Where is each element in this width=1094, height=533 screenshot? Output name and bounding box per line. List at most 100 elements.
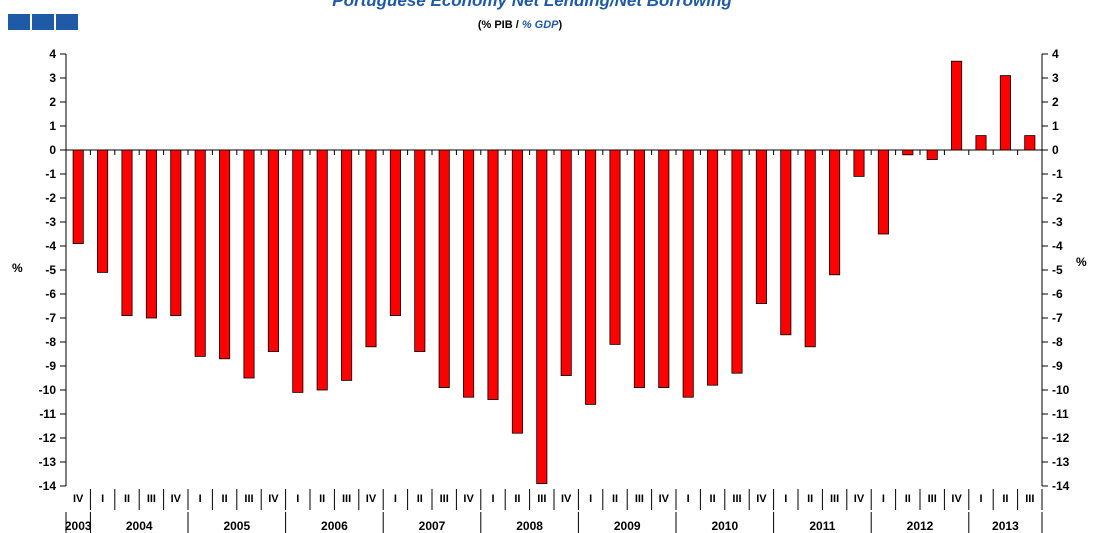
plot-area: 4 4 3 3 2 2 1 1 0 0 -1 -1 -2 -2 -3 -3 -4 -4 -5 -5 -6 -6 -7 -7 -8… xyxy=(39,47,1070,533)
logo-block xyxy=(56,14,78,30)
bar xyxy=(438,149,450,389)
quarter-label: I xyxy=(296,493,299,505)
y-tick-label-left: -8 xyxy=(45,335,56,349)
bar xyxy=(731,149,743,374)
year-label: 2003 xyxy=(65,519,92,533)
y-tick-label-left: -14 xyxy=(39,479,57,493)
bar xyxy=(829,149,841,276)
y-tick-label-right: 4 xyxy=(1052,47,1059,61)
bar xyxy=(316,149,328,391)
y-tick-label-left: -4 xyxy=(45,239,56,253)
y-tick-label-left: 1 xyxy=(49,119,56,133)
quarter-label: III xyxy=(830,493,839,505)
bar xyxy=(292,149,304,393)
subtitle-close: ) xyxy=(559,19,563,31)
bar xyxy=(487,149,499,401)
bar xyxy=(951,60,963,151)
quarter-label: II xyxy=(1002,493,1008,505)
bar xyxy=(145,149,157,319)
quarter-label: I xyxy=(882,493,885,505)
y-tick-label-left: -2 xyxy=(45,191,56,205)
y-tick-label-left: -6 xyxy=(45,287,56,301)
y-tick-label-right: -5 xyxy=(1052,263,1063,277)
bar xyxy=(975,135,987,151)
subtitle-pt: (% PIB / xyxy=(478,19,522,31)
bar xyxy=(365,149,377,348)
bar xyxy=(707,149,719,386)
y-tick-label-right: -7 xyxy=(1052,311,1063,325)
quarter-label: III xyxy=(928,493,937,505)
bar xyxy=(1024,135,1036,151)
quarter-label: IV xyxy=(854,493,865,505)
y-tick-label-right: -8 xyxy=(1052,335,1063,349)
y-tick-label-left: 2 xyxy=(49,95,56,109)
quarter-label: II xyxy=(417,493,423,505)
y-tick-label-right: -10 xyxy=(1052,383,1070,397)
bar xyxy=(658,149,670,389)
quarter-label: II xyxy=(807,493,813,505)
subtitle-en: % GDP xyxy=(522,19,559,31)
year-label: 2012 xyxy=(907,519,934,533)
year-label: 2005 xyxy=(223,519,250,533)
y-tick-label-right: 1 xyxy=(1052,119,1059,133)
y-tick-label-right: 0 xyxy=(1052,143,1059,157)
y-tick-label-right: -14 xyxy=(1052,479,1070,493)
logo-block xyxy=(8,14,30,30)
logo xyxy=(8,14,78,30)
quarter-label: III xyxy=(732,493,741,505)
year-label: 2009 xyxy=(614,519,641,533)
bar xyxy=(463,149,475,398)
bar xyxy=(853,149,865,177)
quarter-label: II xyxy=(319,493,325,505)
quarter-label: IV xyxy=(366,493,377,505)
quarter-label: II xyxy=(124,493,130,505)
bar xyxy=(511,149,523,434)
quarter-label: III xyxy=(440,493,449,505)
bar xyxy=(902,149,914,156)
quarter-label: II xyxy=(905,493,911,505)
y-tick-label-right: -12 xyxy=(1052,431,1070,445)
quarter-label: I xyxy=(687,493,690,505)
quarter-label: III xyxy=(244,493,253,505)
y-tick-label-right: 2 xyxy=(1052,95,1059,109)
quarter-label: III xyxy=(1025,493,1034,505)
year-label: 2006 xyxy=(321,519,348,533)
y-tick-label-right: -1 xyxy=(1052,167,1063,181)
y-tick-label-left: -10 xyxy=(39,383,57,397)
quarter-label: III xyxy=(342,493,351,505)
bar xyxy=(219,149,231,360)
y-tick-label-left: 3 xyxy=(49,71,56,85)
bar xyxy=(121,149,133,317)
quarter-label: IV xyxy=(463,493,474,505)
y-tick-label-left: -12 xyxy=(39,431,57,445)
y-tick-label-right: -11 xyxy=(1052,407,1069,421)
y-tick-label-right: -13 xyxy=(1052,455,1070,469)
bar xyxy=(926,149,938,161)
quarter-label: II xyxy=(710,493,716,505)
logo-block xyxy=(32,14,54,30)
y-tick-label-right: -4 xyxy=(1052,239,1063,253)
bar xyxy=(267,149,279,353)
quarter-label: IV xyxy=(659,493,670,505)
y-tick-label-left: -1 xyxy=(45,167,56,181)
bar xyxy=(341,149,353,381)
y-tick-label-left: -9 xyxy=(45,359,56,373)
y-tick-label-right: -3 xyxy=(1052,215,1063,229)
bar xyxy=(72,149,84,244)
quarter-label: IV xyxy=(171,493,182,505)
y-axis-label-right: % xyxy=(1076,255,1087,269)
quarter-label: III xyxy=(537,493,546,505)
bar xyxy=(194,149,206,357)
quarter-label: IV xyxy=(73,493,84,505)
quarter-label: I xyxy=(101,493,104,505)
bar xyxy=(243,149,255,379)
year-label: 2004 xyxy=(126,519,153,533)
quarter-label: III xyxy=(635,493,644,505)
year-label: 2011 xyxy=(809,519,835,533)
y-tick-label-left: -7 xyxy=(45,311,56,325)
y-tick-label-left: 4 xyxy=(49,47,56,61)
bar xyxy=(585,149,597,405)
chart-subtitle: (% PIB / % GDP) xyxy=(478,19,563,31)
y-tick-label-left: 0 xyxy=(49,143,56,157)
bar xyxy=(804,149,816,348)
